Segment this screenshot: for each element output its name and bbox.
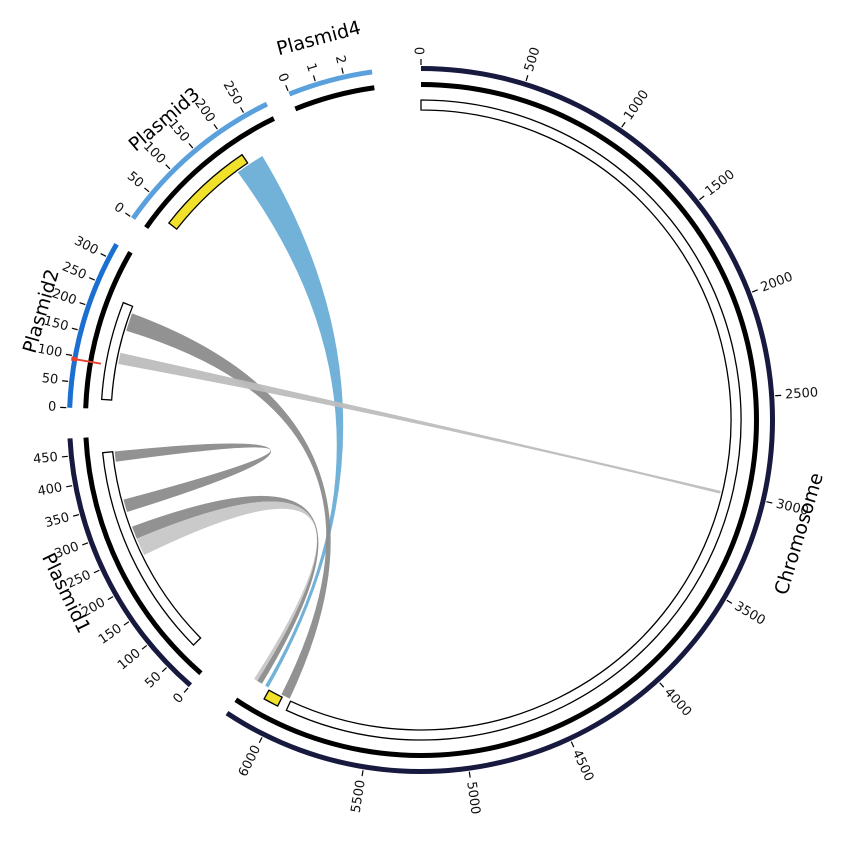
ticks-layer: 0 500100015002000250030003500400045005000… bbox=[32, 45, 818, 815]
tracks-layer bbox=[67, 66, 776, 774]
tick-mark-plasmid1-150 bbox=[123, 621, 130, 626]
tick-label-chromosome-5500: 5500 bbox=[349, 779, 369, 814]
feature-1 bbox=[263, 689, 284, 707]
tick-label-plasmid4-0: 0 bbox=[274, 71, 291, 84]
tick-mark-chromosome-1500 bbox=[699, 195, 705, 201]
tick-label-plasmid1-350: 350 bbox=[43, 510, 71, 531]
highlight-line-0 bbox=[72, 357, 102, 365]
tick-label-chromosome-2000: 2000 bbox=[759, 270, 795, 296]
tick-mark-chromosome-3500 bbox=[726, 599, 733, 604]
tick-label-chromosome-0: 0 bbox=[414, 47, 429, 55]
tick-label-chromosome-2500: 2500 bbox=[785, 385, 819, 402]
tick-mark-plasmid3-250 bbox=[239, 107, 245, 113]
segment-label-chromosome: Chromosome bbox=[771, 470, 828, 597]
tick-mark-plasmid2-250 bbox=[88, 277, 95, 281]
feature-4 bbox=[285, 99, 742, 741]
tick-mark-plasmid3-200 bbox=[213, 123, 218, 130]
tick-label-plasmid2-250: 250 bbox=[60, 259, 89, 283]
tick-label-plasmid1-50: 50 bbox=[142, 669, 164, 691]
tick-mark-plasmid3-50 bbox=[144, 187, 150, 193]
tick-mark-plasmid3-0 bbox=[124, 212, 131, 217]
tick-mark-plasmid4-1 bbox=[312, 75, 316, 82]
tick-label-chromosome-3500: 3500 bbox=[732, 599, 768, 629]
tick-label-plasmid3-0: 0 bbox=[111, 200, 126, 217]
tick-mark-chromosome-5500 bbox=[361, 770, 364, 777]
link-ribbon-1 bbox=[126, 313, 331, 699]
tick-mark-chromosome-4000 bbox=[659, 682, 665, 688]
tick-mark-chromosome-1000 bbox=[621, 121, 626, 128]
tick-label-plasmid1-150: 150 bbox=[96, 621, 125, 647]
black-track-plasmid4 bbox=[294, 85, 375, 112]
tick-label-plasmid2-0: 0 bbox=[48, 399, 57, 414]
tick-label-plasmid2-300: 300 bbox=[72, 234, 101, 259]
segment-label-plasmid2: Plasmid2 bbox=[19, 267, 64, 356]
feature-2 bbox=[100, 301, 134, 401]
tick-label-chromosome-4500: 4500 bbox=[569, 748, 597, 784]
tick-mark-plasmid2-150 bbox=[71, 327, 78, 331]
links-layer bbox=[114, 155, 721, 699]
outer-arc-plasmid2 bbox=[67, 243, 119, 408]
segment-label-plasmid3: Plasmid3 bbox=[125, 83, 205, 156]
tick-mark-plasmid1-100 bbox=[141, 644, 148, 650]
tick-mark-plasmid2-50 bbox=[62, 380, 69, 382]
tick-label-plasmid4-2: 2 bbox=[332, 54, 348, 65]
tick-label-chromosome-4000: 4000 bbox=[661, 685, 694, 720]
tick-label-plasmid4-1: 1 bbox=[303, 61, 320, 73]
tick-mark-plasmid1-0 bbox=[183, 687, 189, 693]
tick-mark-chromosome-4500 bbox=[570, 741, 575, 748]
tick-mark-plasmid4-0 bbox=[285, 85, 289, 92]
tick-mark-plasmid1-250 bbox=[93, 569, 100, 574]
segment-label-plasmid4: Plasmid4 bbox=[274, 17, 363, 61]
link-ribbon-2 bbox=[118, 352, 721, 494]
outer-arc-plasmid4 bbox=[288, 69, 373, 97]
black-track-plasmid2 bbox=[83, 251, 133, 409]
tick-mark-chromosome-3000 bbox=[766, 501, 773, 504]
tick-label-plasmid1-400: 400 bbox=[37, 480, 64, 499]
tick-mark-plasmid4-2 bbox=[341, 67, 344, 74]
tick-label-chromosome-3000: 3000 bbox=[774, 497, 810, 519]
tick-label-chromosome-1500: 1500 bbox=[703, 167, 738, 199]
tick-label-plasmid3-250: 250 bbox=[220, 79, 245, 108]
tick-mark-plasmid1-350 bbox=[72, 514, 80, 517]
tick-label-chromosome-500: 500 bbox=[522, 45, 544, 73]
tick-label-plasmid1-450: 450 bbox=[32, 450, 58, 467]
tick-label-plasmid2-150: 150 bbox=[42, 314, 70, 335]
tick-label-plasmid2-100: 100 bbox=[36, 342, 63, 361]
tick-mark-chromosome-6000 bbox=[258, 737, 263, 744]
tick-mark-plasmid3-150 bbox=[188, 143, 194, 149]
tick-mark-chromosome-5000 bbox=[468, 771, 471, 778]
tick-label-chromosome-1000: 1000 bbox=[621, 87, 652, 123]
tick-mark-plasmid1-300 bbox=[82, 542, 89, 546]
tick-label-plasmid1-0: 0 bbox=[170, 691, 187, 707]
tick-mark-plasmid3-100 bbox=[165, 164, 171, 170]
tick-mark-plasmid2-300 bbox=[100, 253, 107, 257]
tick-label-plasmid3-50: 50 bbox=[124, 169, 146, 191]
tick-mark-plasmid2-200 bbox=[79, 302, 86, 306]
segment-label-plasmid1: Plasmid1 bbox=[37, 550, 95, 637]
tick-label-chromosome-5000: 5000 bbox=[463, 781, 482, 816]
tick-mark-plasmid1-50 bbox=[161, 667, 167, 673]
tick-mark-plasmid1-200 bbox=[107, 596, 114, 601]
tick-mark-plasmid1-400 bbox=[66, 485, 73, 488]
feature-3 bbox=[101, 451, 202, 646]
tick-mark-chromosome-2000 bbox=[751, 289, 758, 293]
tick-mark-plasmid1-450 bbox=[61, 455, 68, 458]
feature-0 bbox=[167, 153, 249, 231]
tick-mark-chromosome-500 bbox=[525, 74, 529, 82]
tick-label-chromosome-6000: 6000 bbox=[236, 743, 264, 779]
tick-label-plasmid2-50: 50 bbox=[41, 371, 59, 388]
link-ribbon-3 bbox=[114, 443, 271, 512]
outer-arc-chromosome bbox=[225, 66, 776, 774]
tick-label-plasmid1-100: 100 bbox=[115, 646, 144, 673]
link-ribbon-5 bbox=[136, 501, 318, 681]
link-ribbon-0 bbox=[237, 155, 344, 688]
tick-mark-plasmid2-100 bbox=[65, 353, 73, 356]
